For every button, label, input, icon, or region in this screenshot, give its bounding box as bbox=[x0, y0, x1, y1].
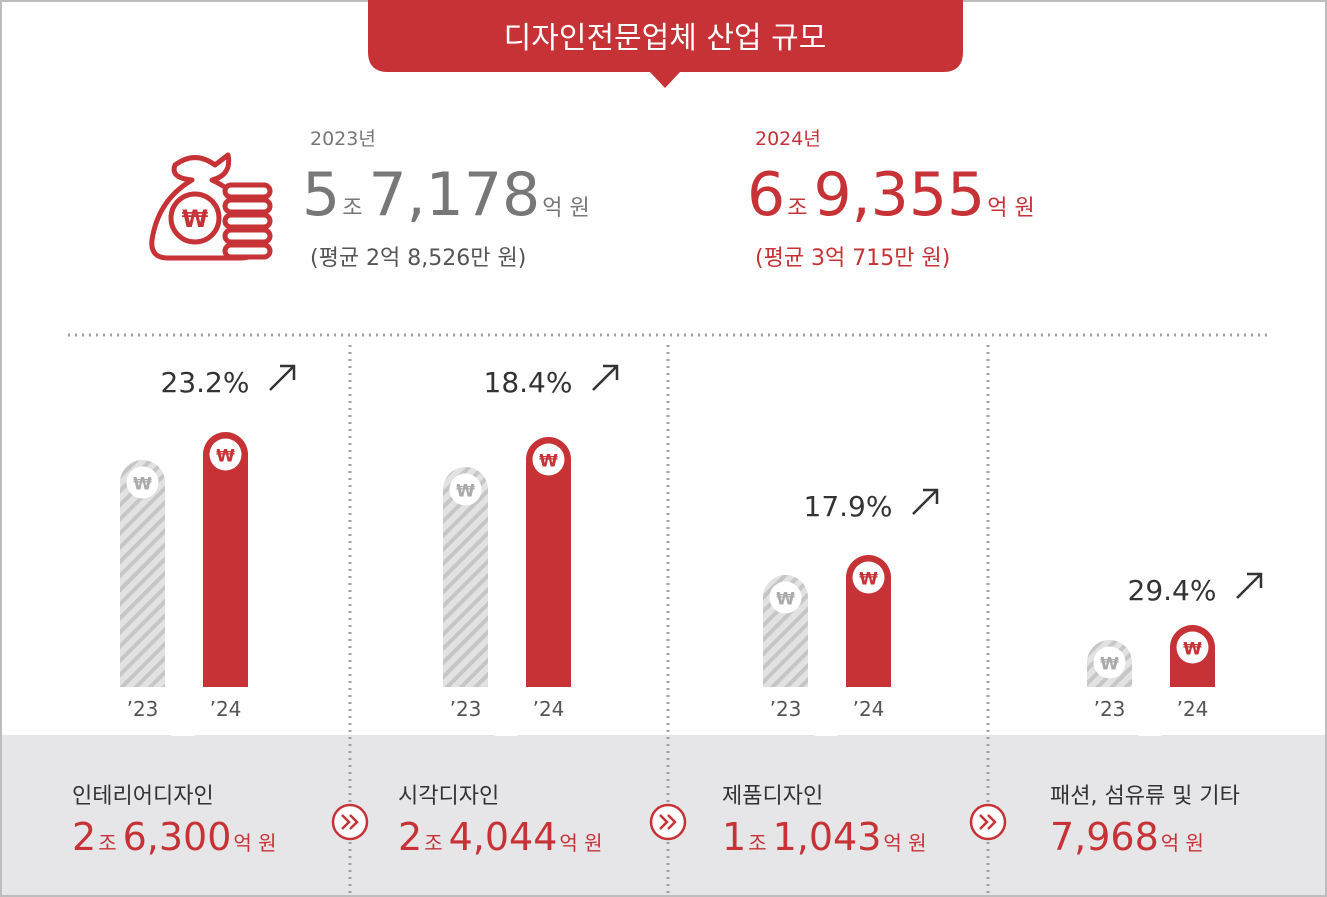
next-icon-chevron bbox=[341, 814, 359, 830]
year: 2024년 bbox=[755, 128, 821, 150]
bar-icon bbox=[532, 443, 565, 476]
bar-icon bbox=[449, 473, 482, 506]
amount-number: 4,044 bbox=[449, 815, 558, 859]
bar-icon bbox=[852, 561, 885, 594]
growth-arrow bbox=[592, 364, 619, 391]
bar bbox=[526, 437, 571, 687]
amount-unit: 조 bbox=[342, 196, 362, 221]
amount-unit: 억 원 bbox=[542, 196, 589, 221]
amount-number: 1,043 bbox=[773, 815, 882, 859]
amount-number: 7,178 bbox=[368, 160, 540, 230]
amount-unit: 억 원 bbox=[559, 831, 602, 855]
notch bbox=[1138, 724, 1162, 736]
amount-unit: 조 bbox=[424, 831, 442, 855]
growth: 23.2% bbox=[161, 366, 250, 399]
bar-icon bbox=[769, 581, 802, 614]
category-name: 제품디자인 bbox=[722, 784, 823, 809]
amount-unit: 억 원 bbox=[233, 831, 276, 855]
year-label: ’24 bbox=[853, 697, 885, 721]
year-label: ’23 bbox=[450, 697, 482, 721]
growth: 29.4% bbox=[1128, 574, 1217, 607]
title-tab bbox=[368, 0, 963, 88]
amount: 2 조 4,044 억 원 bbox=[398, 815, 603, 859]
amount: 5조 7,178억 원 bbox=[302, 160, 590, 230]
category-name: 인테리어디자인 bbox=[72, 784, 214, 809]
bar bbox=[443, 467, 488, 687]
category-name: 시각디자인 bbox=[398, 784, 499, 809]
amount-unit: 억 원 bbox=[883, 831, 926, 855]
bar-icon bbox=[126, 466, 159, 499]
notch bbox=[494, 724, 518, 736]
won-symbol: ₩ bbox=[1100, 655, 1119, 675]
amount-number: 2 bbox=[398, 815, 422, 859]
money-bag-icon bbox=[149, 152, 273, 261]
growth: 18.4% bbox=[484, 366, 573, 399]
won-symbol: ₩ bbox=[182, 205, 209, 233]
year: 2023년 bbox=[310, 128, 376, 150]
growth-arrow bbox=[912, 488, 939, 515]
amount-number: 6 bbox=[747, 160, 785, 230]
next-icon-chevron bbox=[979, 814, 997, 830]
amount-unit: 조 bbox=[98, 831, 116, 855]
average: (평균 3억 715만 원) bbox=[755, 246, 950, 271]
growth-arrow bbox=[1236, 572, 1263, 599]
amount: 1 조 1,043 억 원 bbox=[722, 815, 927, 859]
won-symbol: ₩ bbox=[859, 570, 878, 590]
amount-number: 6,300 bbox=[123, 815, 232, 859]
amount-number: 7,968 bbox=[1050, 815, 1159, 859]
bar-icon bbox=[1176, 631, 1209, 664]
amount: 7,968 억 원 bbox=[1050, 815, 1204, 859]
category-name: 패션, 섬유류 및 기타 bbox=[1050, 784, 1240, 809]
title: 디자인전문업체 산업 규모 bbox=[504, 21, 827, 56]
notch bbox=[814, 724, 838, 736]
amount-unit: 억 원 bbox=[1161, 831, 1204, 855]
amount-unit: 조 bbox=[748, 831, 766, 855]
won-symbol: ₩ bbox=[133, 475, 152, 495]
amount-number: 9,355 bbox=[813, 160, 985, 230]
year-label: ’23 bbox=[770, 697, 802, 721]
amount-unit: 조 bbox=[787, 196, 807, 221]
year-label: ’24 bbox=[210, 697, 242, 721]
next-icon-chevron bbox=[659, 814, 677, 830]
won-symbol: ₩ bbox=[539, 452, 558, 472]
growth: 17.9% bbox=[804, 490, 893, 523]
won-symbol: ₩ bbox=[1183, 640, 1202, 660]
year-label: ’24 bbox=[533, 697, 565, 721]
won-symbol: ₩ bbox=[776, 590, 795, 610]
bar bbox=[203, 432, 248, 687]
amount-number: 1 bbox=[722, 815, 746, 859]
amount-number: 5 bbox=[302, 160, 340, 230]
bar-icon bbox=[1093, 646, 1126, 679]
amount: 2 조 6,300 억 원 bbox=[72, 815, 277, 859]
amount-number: 2 bbox=[72, 815, 96, 859]
notch bbox=[171, 724, 195, 736]
won-symbol: ₩ bbox=[216, 447, 235, 467]
year-label: ’23 bbox=[127, 697, 159, 721]
amount-unit: 억 원 bbox=[987, 196, 1034, 221]
year-label: ’24 bbox=[1177, 697, 1209, 721]
year-label: ’23 bbox=[1094, 697, 1126, 721]
average: (평균 2억 8,526만 원) bbox=[310, 246, 526, 271]
won-symbol: ₩ bbox=[456, 482, 475, 502]
bar bbox=[120, 460, 165, 687]
amount: 6조 9,355억 원 bbox=[747, 160, 1035, 230]
growth-arrow bbox=[269, 364, 296, 391]
bar-icon bbox=[209, 438, 242, 471]
